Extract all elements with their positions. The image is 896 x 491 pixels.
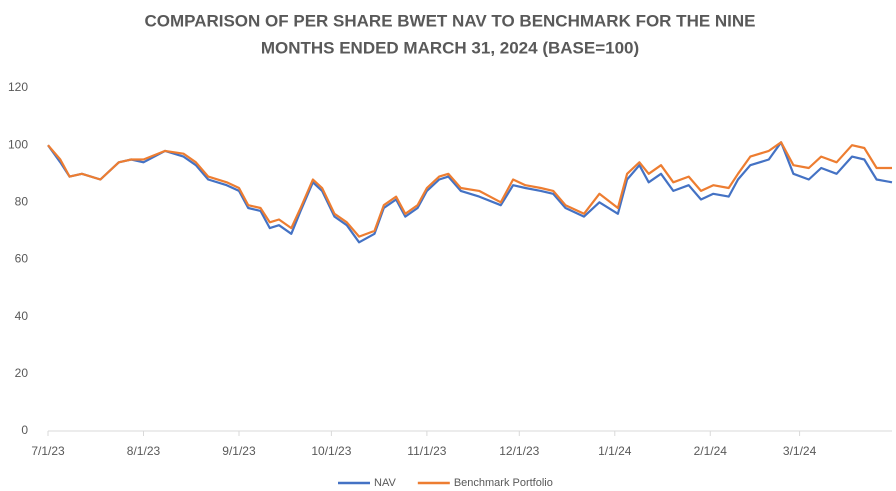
x-tick-label: 9/1/23 — [222, 444, 256, 458]
x-tick-label: 7/1/23 — [31, 444, 65, 458]
series-line — [47, 141, 893, 244]
legend-label: Benchmark Portfolio — [454, 477, 553, 489]
legend-label: NAV — [374, 477, 396, 489]
y-tick-label: 120 — [8, 80, 28, 94]
x-tick-label: 12/1/23 — [499, 444, 539, 458]
y-tick-label: 20 — [15, 366, 29, 380]
x-tick-label: 3/1/24 — [783, 444, 817, 458]
x-tick-label: 2/1/24 — [694, 444, 728, 458]
x-tick-label: 1/1/24 — [598, 444, 632, 458]
series-line — [47, 141, 892, 238]
y-tick-label: 0 — [21, 423, 28, 437]
x-tick-label: 11/1/23 — [407, 444, 446, 458]
y-tick-label: 100 — [8, 137, 28, 151]
chart-title: COMPARISON OF PER SHARE BWET NAV TO BENC… — [144, 11, 755, 30]
chart-title: MONTHS ENDED MARCH 31, 2024 (BASE=100) — [261, 38, 639, 57]
y-tick-label: 40 — [15, 309, 29, 323]
x-tick-label: 10/1/23 — [311, 444, 351, 458]
y-tick-label: 80 — [15, 195, 29, 209]
x-tick-label: 8/1/23 — [127, 444, 161, 458]
y-tick-label: 60 — [15, 252, 29, 266]
